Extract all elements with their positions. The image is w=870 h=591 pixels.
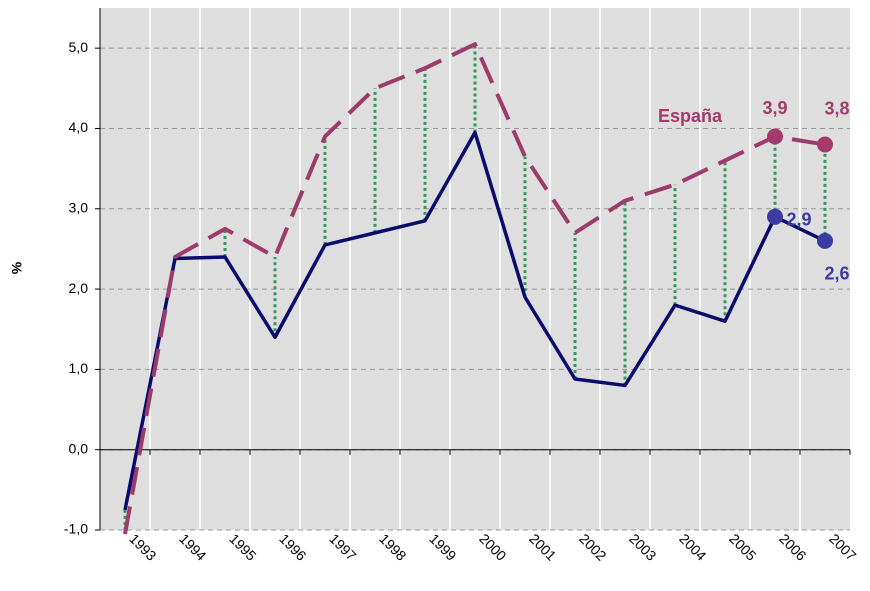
x-tick-label: 2006 <box>776 530 809 563</box>
point-marker <box>767 128 783 145</box>
x-tick-label: 1997 <box>326 530 359 563</box>
point-marker <box>817 232 833 249</box>
x-tick-label: 2007 <box>826 530 859 563</box>
y-tick-label: 4,0 <box>69 119 89 135</box>
value-label: 3,9 <box>762 98 787 118</box>
x-tick-label: 2003 <box>626 530 659 563</box>
y-tick-label: 2,0 <box>69 280 89 296</box>
value-label: 2,9 <box>786 210 811 230</box>
value-label: 3,8 <box>824 98 849 118</box>
x-tick-label: 1995 <box>226 530 259 563</box>
x-tick-label: 1994 <box>176 530 209 563</box>
y-tick-label: 1,0 <box>69 360 89 376</box>
plot-area <box>100 8 850 530</box>
series-line <box>123 130 826 511</box>
point-marker <box>767 208 783 225</box>
value-label: 2,6 <box>824 264 849 284</box>
y-tick-label: 3,0 <box>69 199 89 215</box>
y-tick-label: 0,0 <box>69 440 89 456</box>
x-tick-label: 2004 <box>676 530 709 563</box>
point-marker <box>817 136 833 153</box>
x-tick-label: 2000 <box>476 530 509 563</box>
y-axis-label: % <box>9 261 25 274</box>
x-tick-label: 2001 <box>526 530 559 563</box>
x-tick-label: 1999 <box>426 530 459 563</box>
y-tick-label: -1,0 <box>64 521 88 537</box>
series-label: España <box>658 106 723 126</box>
x-tick-label: 1998 <box>376 530 409 563</box>
x-tick-label: 2005 <box>726 530 759 563</box>
x-tick-label: 2002 <box>576 530 609 563</box>
x-tick-label: 1996 <box>276 530 309 563</box>
x-tick-label: 1993 <box>126 530 159 563</box>
series-line <box>123 42 826 535</box>
y-tick-label: 5,0 <box>69 39 89 55</box>
